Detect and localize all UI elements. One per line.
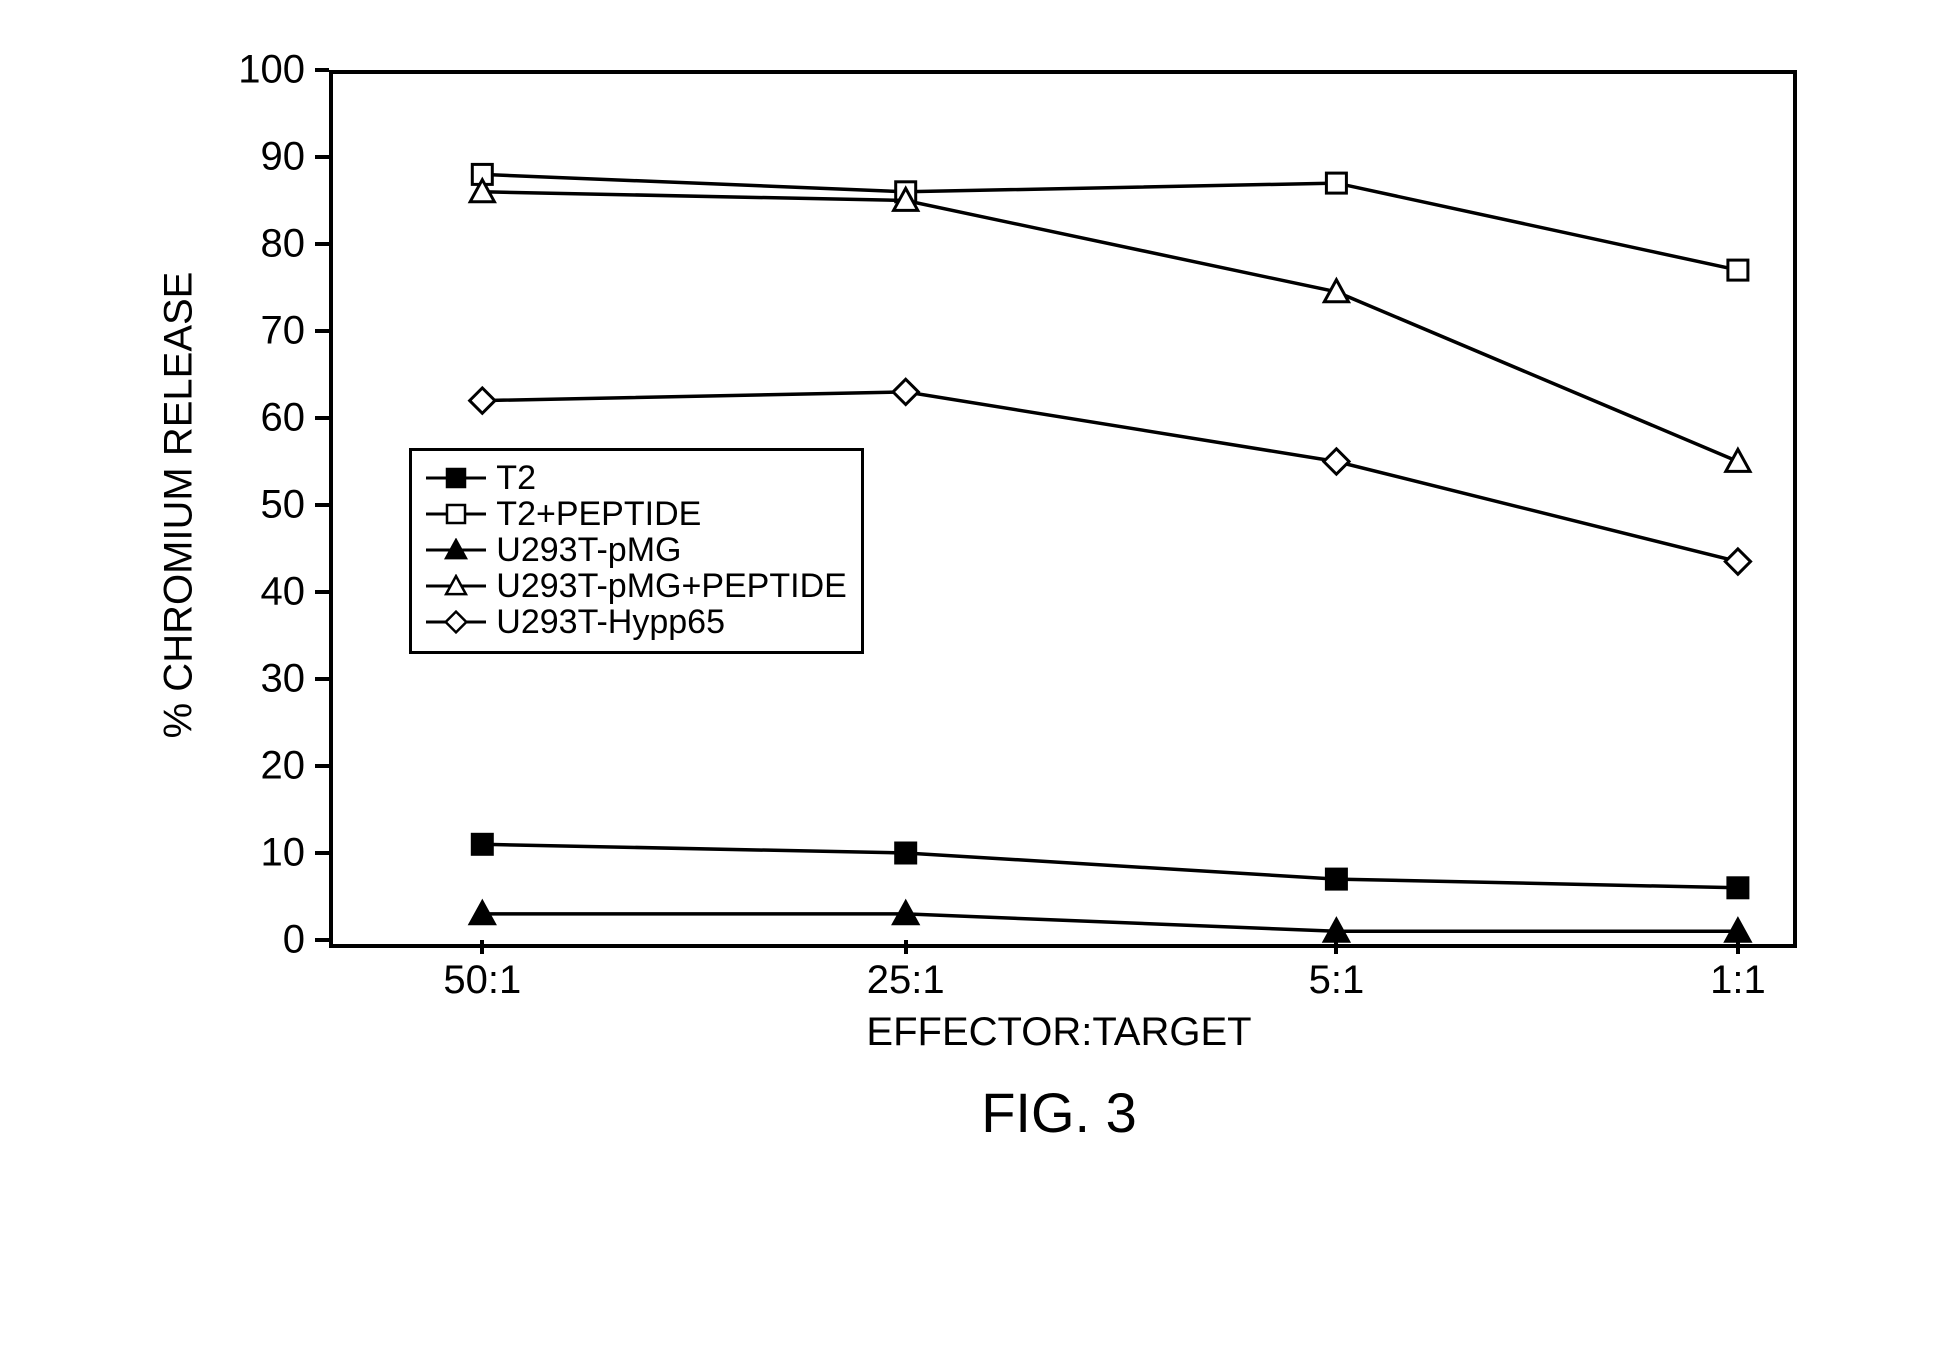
legend-row: U293T-Hypp65	[426, 605, 847, 639]
y-tick-label: 40	[215, 570, 305, 615]
y-axis-title: % CHROMIUM RELEASE	[157, 272, 202, 739]
x-tick-mark	[480, 940, 484, 954]
y-tick-mark	[315, 155, 329, 159]
legend-swatch	[426, 466, 486, 490]
x-tick-label: 1:1	[1710, 958, 1766, 1003]
y-tick-mark	[315, 503, 329, 507]
series-marker	[1728, 878, 1748, 898]
x-tick-label: 25:1	[867, 958, 945, 1003]
series-line	[482, 844, 1738, 888]
legend-row: T2	[426, 461, 847, 495]
y-tick-mark	[315, 242, 329, 246]
series-line	[482, 174, 1738, 270]
legend: T2T2+PEPTIDEU293T-pMGU293T-pMG+PEPTIDEU2…	[409, 448, 864, 654]
y-tick-mark	[315, 590, 329, 594]
y-tick-mark	[315, 416, 329, 420]
y-tick-mark	[315, 329, 329, 333]
series-marker	[1326, 173, 1346, 193]
chart-container: T2T2+PEPTIDEU293T-pMGU293T-pMG+PEPTIDEU2…	[119, 40, 1819, 1140]
legend-swatch	[426, 574, 486, 598]
series-line	[482, 192, 1738, 462]
legend-label: T2	[496, 461, 536, 495]
legend-label: U293T-pMG	[496, 533, 681, 567]
series-marker	[1725, 549, 1750, 574]
y-tick-label: 90	[215, 135, 305, 180]
series-marker	[1728, 260, 1748, 280]
series-marker	[472, 834, 492, 854]
y-tick-label: 0	[215, 918, 305, 963]
x-axis-title: EFFECTOR:TARGET	[866, 1010, 1251, 1055]
series-marker	[1326, 869, 1346, 889]
y-tick-label: 80	[215, 222, 305, 267]
series-marker	[896, 843, 916, 863]
series-marker	[1726, 449, 1750, 471]
y-tick-label: 20	[215, 744, 305, 789]
legend-label: T2+PEPTIDE	[496, 497, 701, 531]
plot-svg	[119, 40, 1819, 1140]
legend-label: U293T-pMG+PEPTIDE	[496, 569, 847, 603]
x-tick-label: 50:1	[443, 958, 521, 1003]
legend-row: T2+PEPTIDE	[426, 497, 847, 531]
legend-label: U293T-Hypp65	[496, 605, 725, 639]
y-tick-label: 60	[215, 396, 305, 441]
x-tick-mark	[1334, 940, 1338, 954]
series-line	[482, 914, 1738, 931]
series-marker	[893, 379, 918, 404]
x-tick-mark	[904, 940, 908, 954]
y-tick-mark	[315, 764, 329, 768]
legend-row: U293T-pMG	[426, 533, 847, 567]
legend-row: U293T-pMG+PEPTIDE	[426, 569, 847, 603]
y-tick-mark	[315, 677, 329, 681]
y-tick-label: 30	[215, 657, 305, 702]
y-tick-mark	[315, 938, 329, 942]
x-tick-mark	[1736, 940, 1740, 954]
y-tick-label: 50	[215, 483, 305, 528]
y-tick-mark	[315, 68, 329, 72]
legend-swatch	[426, 538, 486, 562]
legend-swatch	[426, 502, 486, 526]
legend-swatch	[426, 610, 486, 634]
x-tick-label: 5:1	[1309, 958, 1365, 1003]
y-tick-label: 70	[215, 309, 305, 354]
figure-label: FIG. 3	[981, 1080, 1137, 1145]
series-marker	[470, 388, 495, 413]
y-tick-label: 100	[215, 48, 305, 93]
series-marker	[1324, 449, 1349, 474]
y-tick-mark	[315, 851, 329, 855]
y-tick-label: 10	[215, 831, 305, 876]
